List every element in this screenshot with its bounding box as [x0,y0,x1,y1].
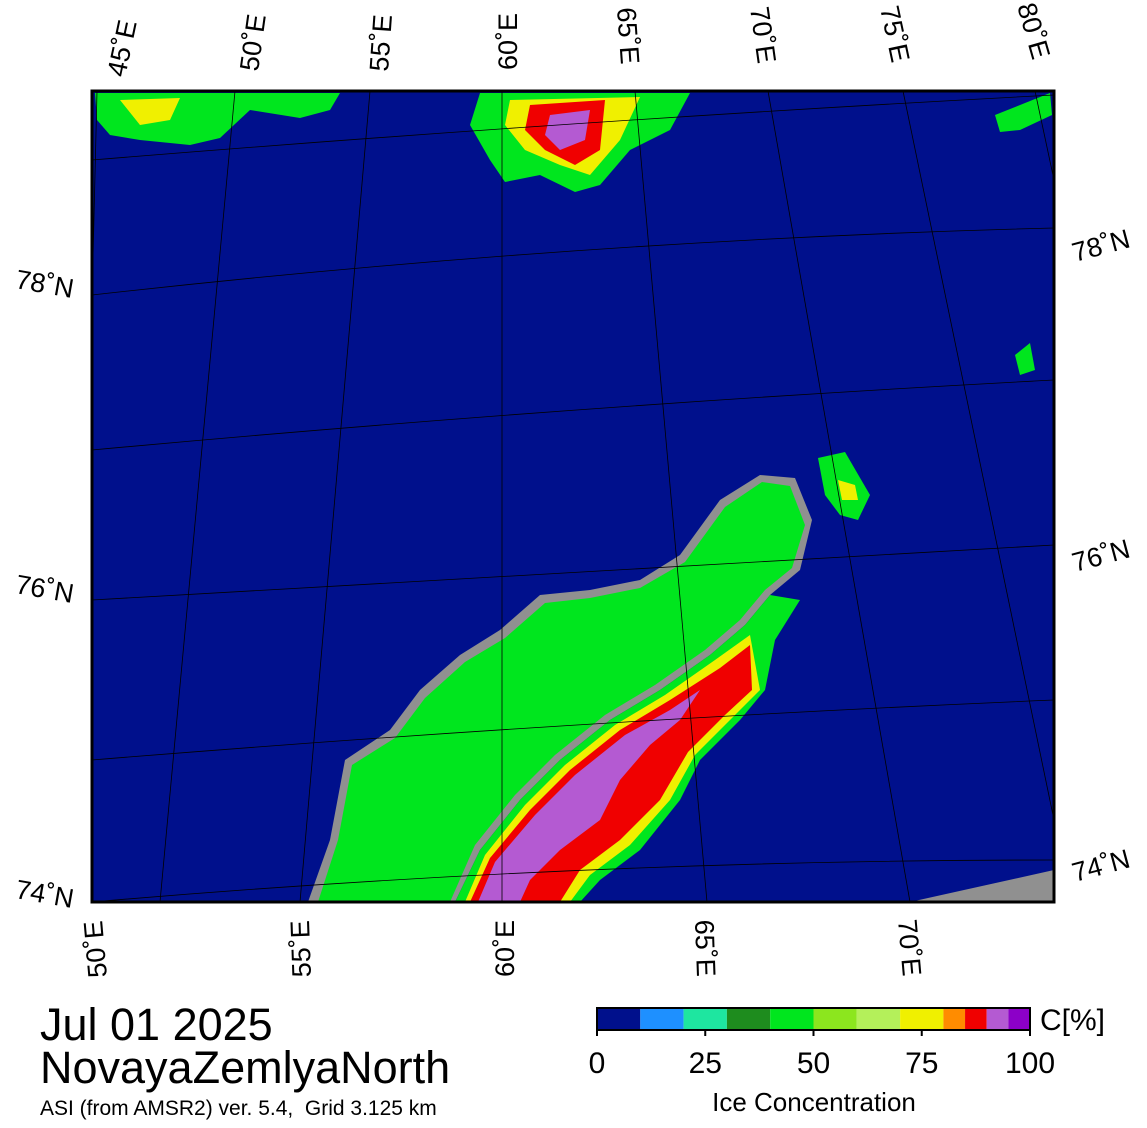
lon-label: 70˚E [744,5,782,66]
colorbar-segment [770,1008,814,1030]
right-labels: 78˚N 76˚N 74˚N [1069,224,1133,888]
graticule [91,90,1055,903]
colorbar-segment [856,1008,901,1030]
lat-label: 74˚N [1069,844,1133,888]
subtitle: ASI (from AMSR2) ver. 5.4, Grid 3.125 km [40,1097,437,1120]
ice-patch [545,110,590,150]
ice-patch [838,480,858,500]
colorbar-unit: C[%] [1040,1004,1105,1037]
lon-label: 45˚E [102,17,143,79]
lat-label: 78˚N [13,264,76,304]
lon-label: 55˚E [364,13,398,72]
colorbar-segment [597,1008,641,1030]
colorbar-segment [943,1008,966,1030]
lon-label: 55˚E [285,920,317,978]
colorbar: C[%] Ice Concentration 0 25 50 75 100 [589,1004,1105,1117]
lon-label: 80˚E [1011,0,1056,62]
lon-label: 60˚E [490,920,520,977]
lon-label: 50˚E [234,12,272,73]
lon-label: 70˚E [892,918,927,977]
land [318,482,805,902]
colorbar-tick-label: 75 [905,1047,938,1080]
bottom-labels: 50˚E 55˚E 60˚E 65˚E 70˚E [78,918,927,979]
date: Jul 01 2025 [40,999,273,1050]
ice-patch [1015,343,1035,375]
lon-label: 50˚E [78,919,113,978]
region-name: NovayaZemlyaNorth [40,1042,450,1093]
map-frame [90,89,1056,904]
colorbar-segment [965,1008,987,1030]
top-labels: 45˚E 50˚E 55˚E 60˚E 65˚E 70˚E 75˚E 80˚E [102,0,1056,79]
colorbar-segment [640,1008,684,1030]
left-labels: 78˚N 76˚N 74˚N [13,264,76,914]
lat-label: 78˚N [1069,224,1133,268]
colorbar-tick-label: 50 [797,1047,830,1080]
colorbar-segment [1008,1008,1030,1030]
lon-label: 75˚E [874,3,915,65]
ice-patch [120,98,180,125]
lat-label: 74˚N [13,874,76,914]
map-area [90,89,1056,904]
colorbar-tick-label: 25 [689,1047,722,1080]
colorbar-segment [813,1008,857,1030]
colorbar-segment [683,1008,727,1030]
lat-label: 76˚N [13,569,76,609]
lon-label: 60˚E [493,13,523,70]
ice-patch [478,690,700,902]
colorbar-label: Ice Concentration [712,1087,916,1117]
lon-label: 65˚E [689,919,721,977]
land-coast [910,870,1054,902]
colorbar-segment [986,1008,1009,1030]
colorbar-segment [900,1008,944,1030]
colorbar-tick-label: 100 [1005,1047,1055,1080]
colorbar-segment [726,1008,771,1030]
lon-label: 65˚E [611,6,645,65]
colorbar-tick-label: 0 [589,1047,606,1080]
lat-label: 76˚N [1069,534,1133,578]
